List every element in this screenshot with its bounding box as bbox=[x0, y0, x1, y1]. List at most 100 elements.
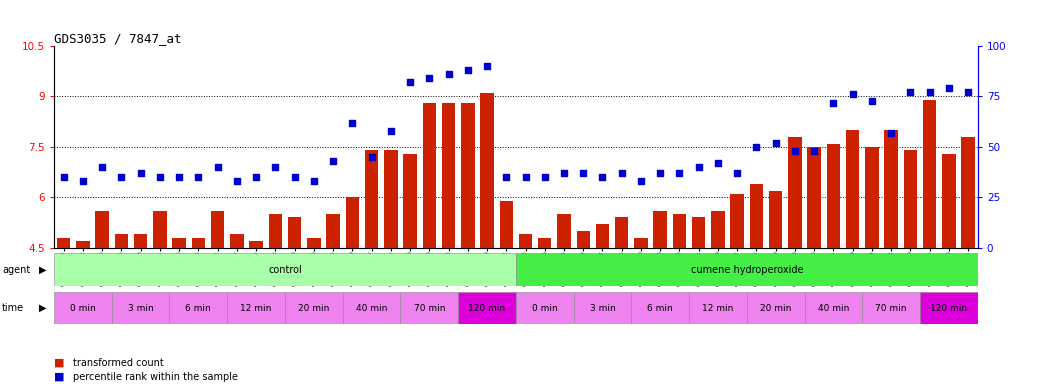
Bar bbox=[211, 211, 224, 248]
Text: 120 min: 120 min bbox=[468, 304, 506, 313]
Bar bbox=[169, 292, 227, 324]
Point bbox=[594, 174, 610, 180]
Point bbox=[325, 158, 342, 164]
Bar bbox=[516, 253, 978, 286]
Bar bbox=[866, 147, 879, 248]
Bar bbox=[422, 103, 436, 248]
Text: 3 min: 3 min bbox=[128, 304, 154, 313]
Point bbox=[517, 174, 534, 180]
Bar bbox=[538, 238, 551, 248]
Point bbox=[248, 174, 265, 180]
Text: control: control bbox=[268, 265, 302, 275]
Point bbox=[113, 174, 130, 180]
Point bbox=[767, 140, 784, 146]
Bar bbox=[384, 150, 398, 248]
Bar bbox=[826, 144, 840, 248]
Point bbox=[825, 99, 842, 106]
Bar bbox=[808, 147, 821, 248]
Point bbox=[55, 174, 72, 180]
Point bbox=[710, 160, 727, 166]
Bar bbox=[519, 234, 532, 248]
Bar bbox=[943, 154, 956, 248]
Text: time: time bbox=[2, 303, 24, 313]
Point bbox=[555, 170, 572, 176]
Bar bbox=[863, 292, 920, 324]
Text: 70 min: 70 min bbox=[413, 304, 445, 313]
Bar bbox=[904, 150, 918, 248]
Text: ■: ■ bbox=[54, 358, 64, 368]
Point bbox=[460, 67, 476, 73]
Bar bbox=[401, 292, 458, 324]
Bar bbox=[230, 234, 244, 248]
Text: 20 min: 20 min bbox=[760, 304, 791, 313]
Text: ▶: ▶ bbox=[39, 303, 47, 313]
Bar bbox=[57, 238, 71, 248]
Bar bbox=[731, 194, 744, 248]
Point bbox=[883, 130, 900, 136]
Point bbox=[844, 91, 861, 98]
Bar bbox=[307, 238, 321, 248]
Point bbox=[267, 164, 283, 170]
Point bbox=[922, 89, 938, 96]
Point bbox=[613, 170, 630, 176]
Bar bbox=[596, 224, 609, 248]
Bar bbox=[516, 292, 574, 324]
Point bbox=[190, 174, 207, 180]
Point bbox=[286, 174, 303, 180]
Text: ■: ■ bbox=[54, 372, 64, 382]
Point bbox=[228, 178, 245, 184]
Point bbox=[75, 178, 91, 184]
Bar bbox=[576, 231, 590, 248]
Point bbox=[344, 120, 360, 126]
Bar bbox=[846, 130, 859, 248]
Bar bbox=[364, 150, 378, 248]
Point bbox=[171, 174, 188, 180]
Bar bbox=[884, 130, 898, 248]
Bar bbox=[746, 292, 804, 324]
Point bbox=[575, 170, 592, 176]
Point bbox=[363, 154, 380, 160]
Point bbox=[940, 85, 957, 91]
Bar bbox=[326, 214, 339, 248]
Text: 70 min: 70 min bbox=[875, 304, 907, 313]
Bar bbox=[227, 292, 284, 324]
Bar bbox=[112, 292, 169, 324]
Point bbox=[479, 63, 495, 69]
Bar bbox=[692, 217, 706, 248]
Point bbox=[633, 178, 650, 184]
Point bbox=[672, 170, 688, 176]
Bar bbox=[769, 190, 783, 248]
Text: 6 min: 6 min bbox=[648, 304, 673, 313]
Point bbox=[152, 174, 168, 180]
Bar bbox=[288, 217, 301, 248]
Point bbox=[305, 178, 322, 184]
Point bbox=[902, 89, 919, 96]
Text: 0 min: 0 min bbox=[531, 304, 557, 313]
Bar bbox=[153, 211, 166, 248]
Bar bbox=[923, 100, 936, 248]
Bar bbox=[920, 292, 978, 324]
Bar bbox=[192, 238, 206, 248]
Text: GDS3035 / 7847_at: GDS3035 / 7847_at bbox=[54, 32, 182, 45]
Text: agent: agent bbox=[2, 265, 30, 275]
Bar bbox=[114, 234, 128, 248]
Bar bbox=[804, 292, 863, 324]
Bar bbox=[249, 241, 263, 248]
Point bbox=[748, 144, 765, 150]
Bar bbox=[461, 103, 474, 248]
Bar bbox=[788, 137, 801, 248]
Point bbox=[805, 148, 822, 154]
Bar bbox=[574, 292, 631, 324]
Text: percentile rank within the sample: percentile rank within the sample bbox=[73, 372, 238, 382]
Bar bbox=[172, 238, 186, 248]
Bar bbox=[961, 137, 975, 248]
Bar bbox=[134, 234, 147, 248]
Bar bbox=[54, 292, 112, 324]
Bar bbox=[269, 214, 282, 248]
Bar bbox=[499, 200, 513, 248]
Point bbox=[864, 98, 880, 104]
Point bbox=[498, 174, 515, 180]
Bar bbox=[346, 197, 359, 248]
Point bbox=[210, 164, 226, 170]
Text: 12 min: 12 min bbox=[241, 304, 272, 313]
